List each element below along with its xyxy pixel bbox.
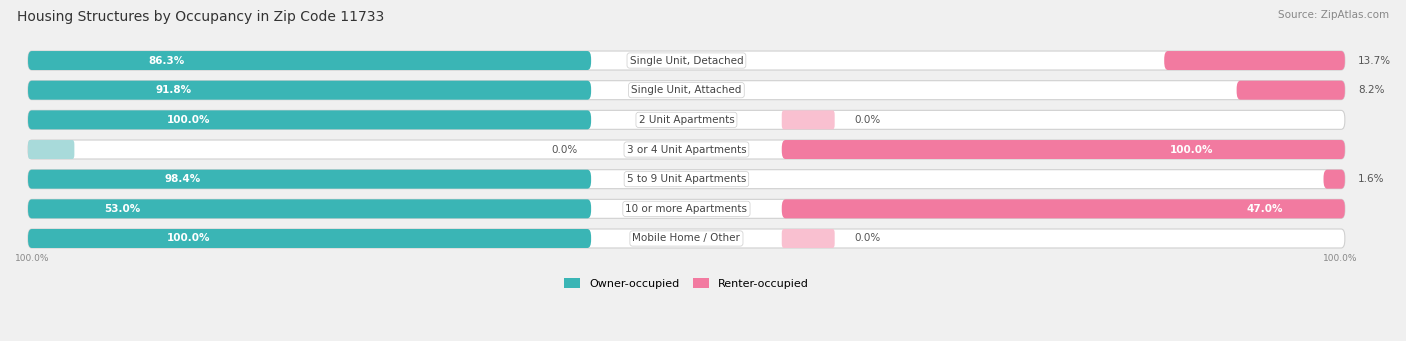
Text: 0.0%: 0.0%: [855, 115, 880, 125]
Text: 3 or 4 Unit Apartments: 3 or 4 Unit Apartments: [627, 145, 747, 154]
Text: 10 or more Apartments: 10 or more Apartments: [626, 204, 748, 214]
FancyBboxPatch shape: [28, 140, 75, 159]
Text: 5 to 9 Unit Apartments: 5 to 9 Unit Apartments: [627, 174, 747, 184]
Text: 98.4%: 98.4%: [165, 174, 201, 184]
FancyBboxPatch shape: [28, 170, 1346, 189]
FancyBboxPatch shape: [1164, 51, 1346, 70]
Text: 100.0%: 100.0%: [15, 254, 49, 263]
FancyBboxPatch shape: [782, 110, 835, 129]
Text: Source: ZipAtlas.com: Source: ZipAtlas.com: [1278, 10, 1389, 20]
FancyBboxPatch shape: [28, 229, 1346, 248]
Text: 100.0%: 100.0%: [1170, 145, 1213, 154]
Text: 2 Unit Apartments: 2 Unit Apartments: [638, 115, 734, 125]
FancyBboxPatch shape: [28, 199, 591, 218]
Text: 0.0%: 0.0%: [855, 234, 880, 243]
FancyBboxPatch shape: [28, 51, 1346, 70]
Text: Housing Structures by Occupancy in Zip Code 11733: Housing Structures by Occupancy in Zip C…: [17, 10, 384, 24]
Text: 100.0%: 100.0%: [166, 234, 209, 243]
Text: 100.0%: 100.0%: [166, 115, 209, 125]
FancyBboxPatch shape: [1237, 81, 1346, 100]
Text: 86.3%: 86.3%: [149, 56, 184, 65]
FancyBboxPatch shape: [28, 229, 591, 248]
FancyBboxPatch shape: [28, 51, 591, 70]
FancyBboxPatch shape: [28, 199, 1346, 218]
Text: 47.0%: 47.0%: [1246, 204, 1282, 214]
Text: Mobile Home / Other: Mobile Home / Other: [633, 234, 741, 243]
Text: 0.0%: 0.0%: [551, 145, 578, 154]
Text: Single Unit, Attached: Single Unit, Attached: [631, 85, 741, 95]
Text: 53.0%: 53.0%: [104, 204, 141, 214]
Text: 91.8%: 91.8%: [156, 85, 191, 95]
FancyBboxPatch shape: [28, 81, 591, 100]
FancyBboxPatch shape: [782, 199, 1346, 218]
FancyBboxPatch shape: [782, 229, 835, 248]
Text: 100.0%: 100.0%: [1323, 254, 1358, 263]
Text: 1.6%: 1.6%: [1358, 174, 1385, 184]
Text: 13.7%: 13.7%: [1358, 56, 1391, 65]
FancyBboxPatch shape: [28, 110, 591, 129]
FancyBboxPatch shape: [28, 81, 1346, 100]
FancyBboxPatch shape: [28, 170, 591, 189]
Text: Single Unit, Detached: Single Unit, Detached: [630, 56, 744, 65]
Text: 8.2%: 8.2%: [1358, 85, 1385, 95]
Legend: Owner-occupied, Renter-occupied: Owner-occupied, Renter-occupied: [560, 274, 814, 294]
FancyBboxPatch shape: [1323, 170, 1346, 189]
FancyBboxPatch shape: [782, 140, 1346, 159]
FancyBboxPatch shape: [28, 140, 1346, 159]
FancyBboxPatch shape: [28, 110, 1346, 129]
